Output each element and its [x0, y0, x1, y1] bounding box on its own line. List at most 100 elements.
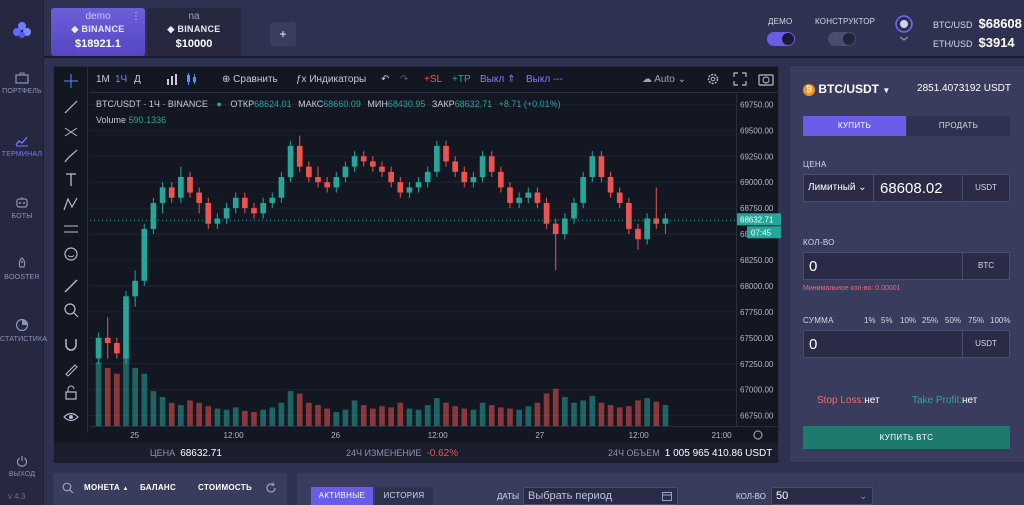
- interval-1m[interactable]: 1М: [96, 74, 110, 85]
- tab-history[interactable]: ИСТОРИЯ: [375, 487, 433, 505]
- settings-icon[interactable]: [706, 72, 720, 86]
- price-chart-area[interactable]: [90, 94, 736, 426]
- stop-loss-setting[interactable]: Stop Loss:нет: [817, 395, 880, 406]
- eye-icon[interactable]: [62, 408, 80, 426]
- candle-body: [315, 177, 321, 183]
- stat-volume-value: 1 005 965 410.86: [664, 448, 743, 459]
- price-input[interactable]: 68608.02: [880, 180, 943, 197]
- percent-100[interactable]: 100%: [990, 316, 1011, 325]
- pair-selector[interactable]: ₿ BTC/USDT ▼: [803, 82, 890, 96]
- emoji-icon[interactable]: [62, 245, 80, 263]
- order-type-select[interactable]: Лимитный ⌄: [808, 175, 874, 201]
- take-profit-setting[interactable]: Take Profit:нет: [912, 395, 977, 406]
- last-price-tag: [737, 213, 781, 226]
- candle-body: [616, 192, 623, 203]
- candle-body: [589, 156, 596, 177]
- redo-icon[interactable]: ↷: [400, 74, 409, 85]
- measure-icon[interactable]: [62, 277, 80, 295]
- percent-50[interactable]: 50%: [945, 316, 962, 325]
- candles-icon[interactable]: [185, 72, 199, 86]
- stat-price-value: 68632.71: [180, 448, 222, 459]
- add-account-button[interactable]: +: [270, 22, 296, 46]
- volume-legend: Volume 590.1336: [96, 115, 166, 125]
- sidebar-item-terminal[interactable]: ТЕРМИНАЛ: [0, 135, 44, 158]
- auto-scale-button[interactable]: ☁ Auto ⌄: [642, 74, 686, 85]
- stop-loss-button[interactable]: +SL: [424, 74, 443, 85]
- compare-button[interactable]: ⊕ Сравнить: [222, 74, 278, 85]
- stat-change: 24Ч ИЗМЕНЕНИЕ -0.62%: [346, 448, 458, 459]
- camera-icon[interactable]: [758, 72, 774, 86]
- pattern-icon[interactable]: [62, 195, 80, 213]
- sum-input[interactable]: 0: [809, 336, 818, 353]
- time-axis[interactable]: 25 12:00 26 12:00 27 12:00 21:00: [90, 426, 780, 442]
- volume-bar: [598, 402, 605, 426]
- lock-drawing-icon[interactable]: [62, 360, 80, 378]
- crosshair-icon[interactable]: [62, 72, 80, 90]
- candle-body: [187, 177, 193, 193]
- user-avatar-icon[interactable]: [893, 15, 915, 43]
- interval-day[interactable]: Д: [134, 74, 141, 85]
- qty-input[interactable]: 0: [809, 258, 818, 275]
- bar-chart-icon[interactable]: [166, 73, 180, 85]
- y-tick-label: 69500.00: [740, 126, 774, 135]
- indicators-button[interactable]: ƒx Индикаторы: [296, 74, 367, 85]
- y-tick-label: 68750.00: [740, 204, 774, 213]
- volume-bar: [287, 391, 294, 426]
- order-panel: ₿ BTC/USDT ▼ 2851.4073192 USDT КУПИТЬ ПР…: [790, 66, 1024, 462]
- percent-75[interactable]: 75%: [968, 316, 985, 325]
- take-profit-value: нет: [962, 395, 978, 406]
- account-card-demo[interactable]: ⋮ demo ◆ BINANCE $18921.1: [51, 8, 145, 56]
- toggle-off-up[interactable]: Выкл ⇑: [480, 74, 516, 85]
- demo-toggle[interactable]: [767, 32, 795, 46]
- tab-sell[interactable]: ПРОДАТЬ: [907, 116, 1010, 136]
- logo-icon[interactable]: [12, 20, 32, 40]
- candle-body: [360, 156, 367, 162]
- candle-body: [397, 182, 404, 193]
- lock-icon[interactable]: [62, 384, 80, 402]
- logout-button[interactable]: ВЫХОД: [0, 455, 44, 478]
- tab-buy[interactable]: КУПИТЬ: [803, 116, 906, 136]
- ruler-lines-icon[interactable]: [62, 220, 80, 238]
- orders-panel: АКТИВНЫЕ ИСТОРИЯ ДАТЫ Выбрать период КОЛ…: [297, 473, 1024, 505]
- calendar-icon: [662, 492, 672, 501]
- sidebar-item-booster[interactable]: BOOSTER: [0, 257, 44, 281]
- buy-button[interactable]: КУПИТЬ BTC: [803, 426, 1010, 449]
- brush-icon[interactable]: [62, 147, 80, 165]
- x-tick-label: 27: [535, 431, 544, 440]
- percent-5[interactable]: 5%: [881, 316, 893, 325]
- date-range-input[interactable]: Выбрать период: [523, 487, 678, 505]
- refresh-icon[interactable]: [265, 482, 277, 494]
- volume-bar: [159, 396, 166, 426]
- zoom-icon[interactable]: [62, 301, 80, 319]
- fib-icon[interactable]: [62, 123, 80, 141]
- tab-active-orders[interactable]: АКТИВНЫЕ: [311, 487, 373, 505]
- magnet-icon[interactable]: [62, 335, 80, 353]
- sidebar-item-portfolio[interactable]: ПОРТФЕЛЬ: [0, 72, 44, 95]
- sidebar-item-statistics[interactable]: СТАТИСТИКА: [0, 318, 48, 343]
- sidebar-item-label: СТАТИСТИКА: [0, 336, 48, 343]
- value-column-header[interactable]: СТОИМОСТЬ: [198, 483, 253, 492]
- interval-1h[interactable]: 1Ч: [115, 74, 128, 85]
- undo-icon[interactable]: ↶: [381, 74, 390, 85]
- percent-1[interactable]: 1%: [864, 316, 876, 325]
- legend-open: 68624.01: [254, 99, 292, 109]
- sidebar-item-bots[interactable]: БОТЫ: [0, 196, 44, 220]
- balance-column-header[interactable]: БАЛАНС: [140, 483, 177, 492]
- candle-body: [232, 197, 239, 209]
- toggle-off-dash[interactable]: Выкл ---: [526, 74, 563, 85]
- fullscreen-icon[interactable]: [733, 72, 747, 86]
- qty-per-page-select[interactable]: 50 ⌄: [771, 487, 873, 505]
- take-profit-label: Take Profit:: [912, 395, 963, 406]
- search-icon[interactable]: [62, 482, 74, 494]
- text-icon[interactable]: [62, 171, 80, 189]
- coin-column-header[interactable]: МОНЕТА ▲: [84, 483, 129, 492]
- qty-filter-label: КОЛ-ВО: [736, 492, 766, 501]
- trend-line-icon[interactable]: [62, 98, 80, 116]
- take-profit-button[interactable]: +TP: [452, 74, 471, 85]
- price-axis[interactable]: 69750.00 69500.00 69250.00 69000.00 68750.00…: [736, 94, 781, 426]
- more-icon[interactable]: ⋮: [131, 11, 141, 22]
- percent-25[interactable]: 25%: [922, 316, 939, 325]
- percent-10[interactable]: 10%: [900, 316, 917, 325]
- account-card-na[interactable]: na ◆ BINANCE $10000: [147, 8, 241, 56]
- constructor-toggle[interactable]: [828, 32, 856, 46]
